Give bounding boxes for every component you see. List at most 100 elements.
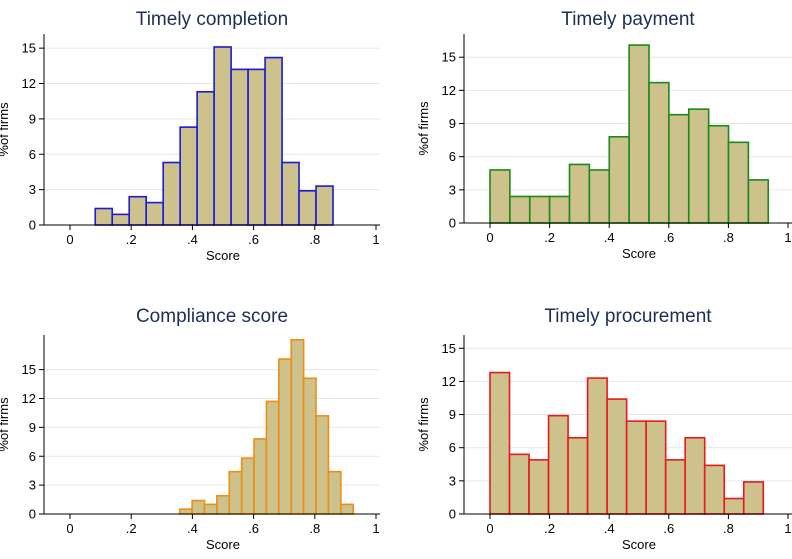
x-axis-label: Score — [206, 248, 240, 263]
histogram-bar — [253, 438, 268, 515]
chart-panel-3: 0 3 6 9 12 15 0 .2 .4 .6 .8 1 Timely procurement Scor… — [400, 292, 792, 559]
histogram-bar — [567, 436, 589, 515]
histogram-bar — [684, 436, 706, 515]
x-tick-label: 0 — [486, 521, 493, 536]
histogram-bar — [247, 68, 266, 226]
histogram-bar — [547, 414, 569, 515]
histogram-bar — [228, 470, 243, 515]
y-tick-label: 0 — [449, 507, 456, 522]
x-tick-label: 0 — [486, 230, 493, 245]
x-tick-label: .6 — [663, 521, 674, 536]
x-tick-label: .4 — [604, 521, 615, 536]
histogram-bar — [298, 190, 317, 226]
histogram-bar — [742, 481, 765, 515]
x-tick-label: .8 — [723, 230, 734, 245]
x-tick-label: .8 — [723, 521, 734, 536]
histogram-bar — [723, 497, 745, 515]
x-axis-label: Score — [206, 537, 240, 552]
histogram-bar — [568, 163, 591, 224]
y-tick-label: 12 — [22, 76, 36, 91]
histogram-bar — [315, 185, 334, 226]
x-tick-label: .4 — [187, 232, 198, 247]
x-tick-label: 1 — [784, 230, 791, 245]
histogram-bar — [179, 126, 198, 226]
histogram-bar — [213, 46, 232, 226]
histogram-bar — [707, 124, 730, 224]
histogram-bar — [606, 398, 628, 515]
chart-title: Timely payment — [561, 9, 695, 30]
histogram-chart: 0 3 6 9 12 15 0 .2 .4 .6 .8 1 Timely completion Score… — [0, 9, 380, 263]
x-tick-label: .8 — [309, 232, 320, 247]
histogram-bar — [340, 503, 355, 515]
x-tick-label: .2 — [126, 521, 137, 536]
histogram-bar — [628, 44, 650, 224]
histogram-bar — [196, 90, 215, 226]
y-tick-label: 9 — [29, 420, 36, 435]
y-tick-label: 6 — [449, 149, 456, 164]
y-tick-label: 9 — [449, 116, 456, 131]
x-tick-label: 1 — [372, 521, 379, 536]
histogram-bar — [703, 464, 726, 515]
y-tick-label: 12 — [22, 391, 36, 406]
histogram-bar — [240, 457, 255, 515]
histogram-bar — [528, 459, 550, 515]
histogram-bar — [230, 68, 249, 226]
histogram-bar — [128, 195, 147, 226]
y-tick-label: 12 — [442, 374, 456, 389]
x-tick-label: .8 — [309, 521, 320, 536]
y-tick-label: 0 — [29, 507, 36, 522]
histogram-bar — [216, 494, 231, 515]
x-tick-label: .2 — [126, 232, 137, 247]
histogram-bar — [264, 56, 283, 226]
histogram-chart: 0 3 6 9 12 15 0 .2 .4 .6 .8 1 Compliance score Score%… — [0, 306, 380, 552]
x-axis-label: Score — [622, 246, 656, 261]
y-tick-label: 15 — [442, 50, 456, 65]
x-tick-label: 1 — [372, 232, 379, 247]
chart-panel-0: 0 3 6 9 12 15 0 .2 .4 .6 .8 1 Timely completion Score… — [0, 0, 392, 290]
histogram-bar — [111, 213, 131, 226]
chart-title: Timely completion — [136, 9, 288, 30]
histogram-bar — [94, 207, 114, 226]
x-tick-label: 1 — [784, 521, 791, 536]
y-tick-label: 0 — [449, 216, 456, 231]
histogram-bar — [668, 113, 690, 224]
y-tick-label: 6 — [29, 147, 36, 162]
y-tick-label: 9 — [449, 407, 456, 422]
histogram-bar — [315, 415, 330, 515]
y-axis-label: %of firms — [416, 397, 431, 452]
histogram-bar — [191, 499, 206, 515]
x-tick-label: .2 — [544, 230, 555, 245]
chart-title: Timely procurement — [544, 306, 712, 327]
y-tick-label: 0 — [29, 218, 36, 233]
y-tick-label: 3 — [29, 182, 36, 197]
histogram-bar — [548, 195, 571, 224]
histogram-bar — [727, 141, 750, 224]
histogram-bar — [625, 420, 647, 515]
chart-panel-2: 0 3 6 9 12 15 0 .2 .4 .6 .8 1 Compliance score Score%… — [0, 292, 392, 559]
histogram-bar — [608, 135, 630, 224]
histogram-bar — [302, 377, 317, 515]
histogram-bar — [489, 371, 511, 515]
histogram-bar — [747, 179, 770, 224]
y-tick-label: 6 — [449, 440, 456, 455]
histogram-bar — [203, 503, 218, 515]
histogram-bar — [528, 195, 551, 224]
histogram-bar — [278, 358, 293, 515]
histogram-bar — [145, 201, 164, 226]
histogram-bar — [648, 81, 670, 224]
histogram-bar — [588, 169, 611, 224]
chart-panel-1: 0 3 6 9 12 15 0 .2 .4 .6 .8 1 Timely payment Score %of… — [400, 0, 792, 290]
x-tick-label: .6 — [248, 521, 259, 536]
histogram-bar — [687, 108, 710, 224]
x-tick-label: .4 — [187, 521, 198, 536]
histogram-bar — [162, 161, 181, 226]
y-tick-label: 6 — [29, 449, 36, 464]
y-tick-label: 3 — [29, 478, 36, 493]
x-tick-label: 0 — [66, 521, 73, 536]
x-tick-label: .2 — [544, 521, 555, 536]
y-tick-label: 12 — [442, 83, 456, 98]
y-tick-label: 3 — [449, 182, 456, 197]
histogram-bar — [489, 169, 511, 224]
x-tick-label: 0 — [66, 232, 73, 247]
y-tick-label: 9 — [29, 111, 36, 126]
